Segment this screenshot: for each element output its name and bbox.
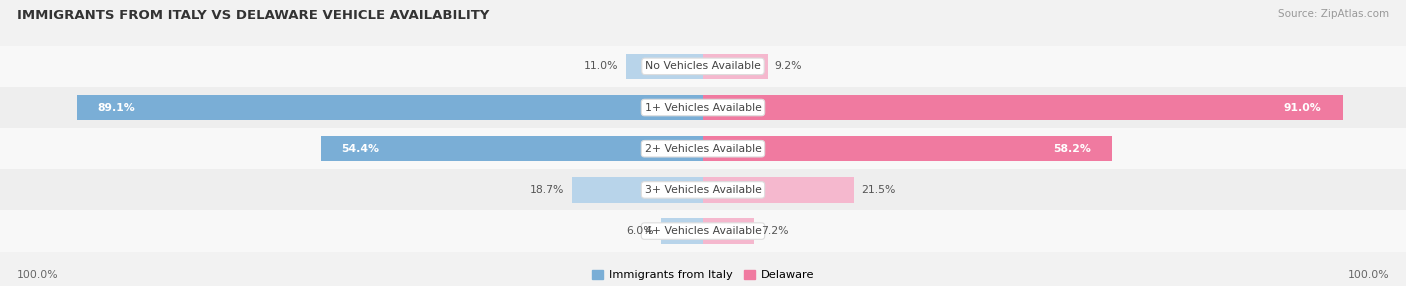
Bar <box>703 95 1343 120</box>
Text: Source: ZipAtlas.com: Source: ZipAtlas.com <box>1278 9 1389 19</box>
Text: 11.0%: 11.0% <box>583 61 619 71</box>
Bar <box>703 218 754 244</box>
Bar <box>703 177 855 203</box>
Text: 54.4%: 54.4% <box>342 144 380 154</box>
Text: 7.2%: 7.2% <box>761 226 789 236</box>
Text: 1+ Vehicles Available: 1+ Vehicles Available <box>644 103 762 112</box>
Text: 4+ Vehicles Available: 4+ Vehicles Available <box>644 226 762 236</box>
Text: No Vehicles Available: No Vehicles Available <box>645 61 761 71</box>
Text: 2+ Vehicles Available: 2+ Vehicles Available <box>644 144 762 154</box>
Text: 100.0%: 100.0% <box>17 270 59 280</box>
Text: 3+ Vehicles Available: 3+ Vehicles Available <box>644 185 762 195</box>
Text: 91.0%: 91.0% <box>1284 103 1322 112</box>
Text: IMMIGRANTS FROM ITALY VS DELAWARE VEHICLE AVAILABILITY: IMMIGRANTS FROM ITALY VS DELAWARE VEHICL… <box>17 9 489 21</box>
Bar <box>0 87 1406 128</box>
Bar <box>661 218 703 244</box>
Bar <box>0 169 1406 210</box>
Bar <box>571 177 703 203</box>
Bar <box>321 136 703 162</box>
Text: 6.0%: 6.0% <box>626 226 654 236</box>
Bar <box>0 46 1406 87</box>
Bar <box>0 210 1406 252</box>
Bar <box>626 53 703 79</box>
Text: 100.0%: 100.0% <box>1347 270 1389 280</box>
Legend: Immigrants from Italy, Delaware: Immigrants from Italy, Delaware <box>592 270 814 280</box>
Text: 18.7%: 18.7% <box>530 185 565 195</box>
Bar <box>77 95 703 120</box>
Bar <box>703 136 1112 162</box>
Bar <box>0 128 1406 169</box>
Text: 89.1%: 89.1% <box>97 103 135 112</box>
Text: 21.5%: 21.5% <box>860 185 896 195</box>
Text: 58.2%: 58.2% <box>1053 144 1091 154</box>
Bar <box>703 53 768 79</box>
Text: 9.2%: 9.2% <box>775 61 803 71</box>
